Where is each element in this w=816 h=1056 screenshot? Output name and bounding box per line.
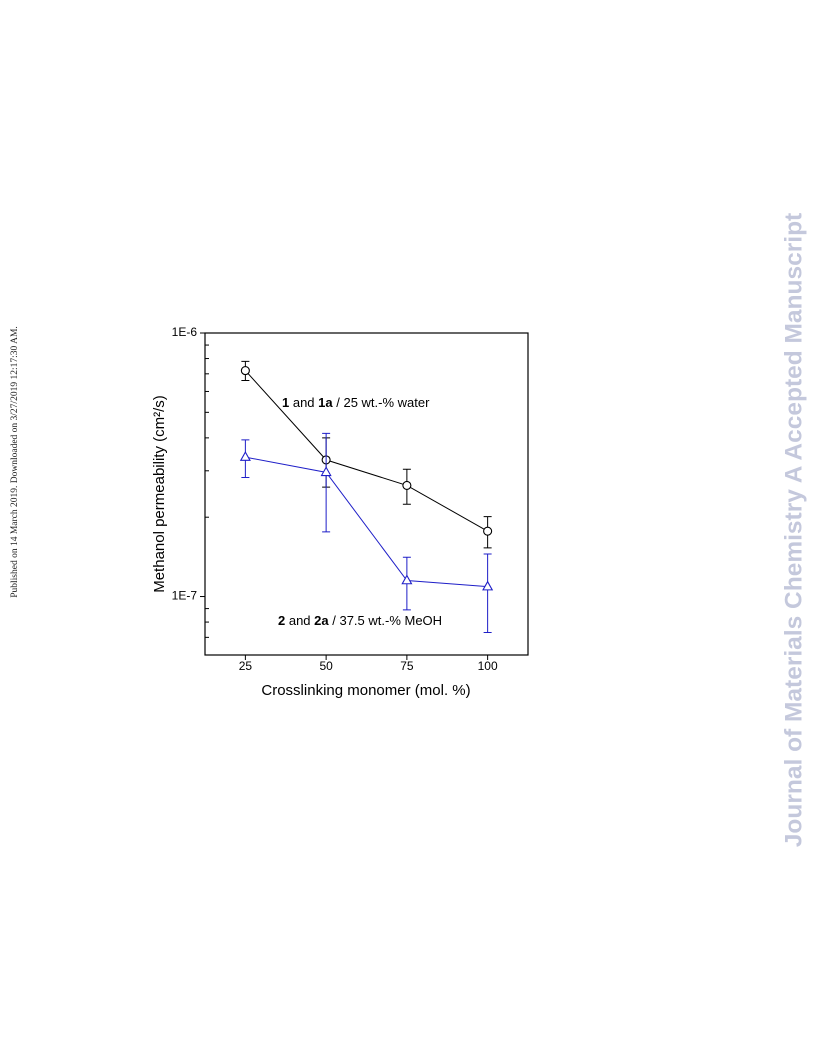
- published-note: Published on 14 March 2019. Downloaded o…: [10, 326, 20, 598]
- point: [239, 451, 251, 461]
- y-tick-label: 1E-6: [172, 325, 198, 339]
- point: [483, 526, 493, 536]
- x-tick-label: 50: [319, 659, 333, 673]
- annotation-run: and: [289, 395, 318, 410]
- annotation-run: and: [285, 613, 314, 628]
- annotation: 2 and 2a / 37.5 wt.-% MeOH: [278, 613, 442, 628]
- x-tick-label: 100: [478, 659, 498, 673]
- series-line: [245, 370, 488, 532]
- annotation: 1 and 1a / 25 wt.-% water: [282, 395, 430, 410]
- point: [320, 466, 332, 477]
- annotation-run: 2a: [314, 613, 329, 628]
- error-bar: [322, 432, 331, 533]
- x-axis-label: Crosslinking monomer (mol. %): [261, 682, 470, 699]
- error-bar: [483, 553, 492, 634]
- annotation-run: 1a: [318, 395, 333, 410]
- y-tick-label: 1E-7: [172, 589, 198, 603]
- x-tick-label: 25: [239, 659, 253, 673]
- x-tick-label: 75: [400, 659, 414, 673]
- point: [401, 574, 413, 585]
- point: [402, 480, 412, 490]
- annotation-run: 2: [278, 613, 285, 628]
- annotation-run: 1: [282, 395, 289, 410]
- plot-frame: [204, 332, 529, 656]
- annotation-run: / 25 wt.-% water: [333, 395, 430, 410]
- watermark: Journal of Materials Chemistry A Accepte…: [780, 213, 807, 847]
- annotation-run: / 37.5 wt.-% MeOH: [329, 613, 442, 628]
- series-line: [245, 456, 488, 588]
- point: [482, 580, 494, 591]
- y-axis-label: Methanol permeability (cm²/s): [151, 395, 168, 593]
- point: [240, 366, 250, 376]
